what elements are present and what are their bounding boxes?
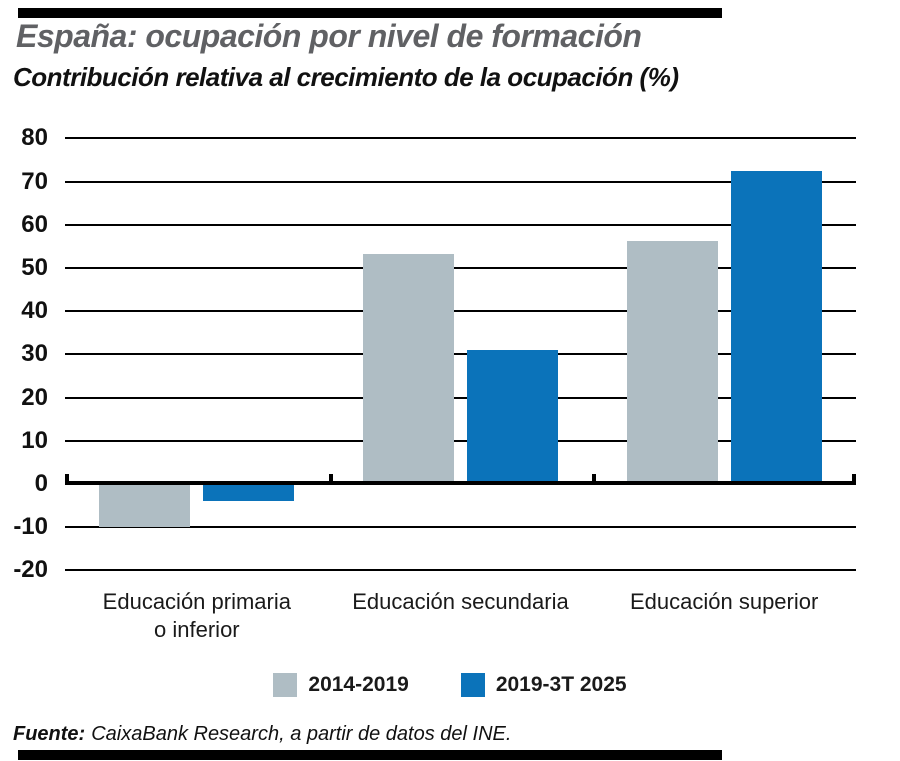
bar [203,484,295,501]
y-tick-label: 10 [21,426,48,454]
legend-label: 2019-3T 2025 [495,673,627,696]
gridline [65,353,856,356]
y-tick-label: 0 [34,470,48,497]
gridline [65,569,856,572]
chart-title: España: ocupación por nivel de formación [16,18,642,54]
y-tick-label: -20 [13,556,48,584]
y-tick-label: 70 [21,167,48,195]
source-label: Fuente: [13,723,86,745]
legend-item: 2019-3T 2025 [460,673,627,697]
category-label: Educación primaria o inferior [52,588,342,644]
category-label-line: o inferior [154,617,240,643]
legend-label: 2014-2019 [308,673,409,696]
zero-axis-line [65,481,856,485]
axis-tick [852,474,856,485]
bar [467,350,558,484]
gridline [65,396,856,399]
axis-tick [65,474,69,485]
bar [99,484,191,527]
bottom-rule [18,750,722,760]
gridline [65,526,856,529]
y-tick-label: 20 [21,383,48,411]
legend-swatch [460,673,485,697]
gridline [65,180,856,183]
category-label: Educación superior [579,588,869,616]
y-tick-label: -10 [13,513,48,541]
gridline [65,267,856,269]
gridline [65,310,856,313]
category-label: Educación secundaria [316,588,606,616]
y-tick-label: 80 [21,124,48,152]
category-label-line: Educación superior [629,589,819,614]
gridline [65,223,856,226]
top-rule [18,8,722,18]
y-tick-label: 40 [21,297,48,325]
y-tick-label: 60 [21,210,48,238]
gridline [65,439,856,442]
chart-subtitle: Contribución relativa al crecimiento de … [13,62,679,92]
bar [363,254,454,484]
axis-tick [328,474,333,485]
legend-swatch [273,673,298,697]
legend: 2014-2019 2019-3T 2025 [0,673,900,697]
legend-item: 2014-2019 [273,673,409,697]
gridline [65,137,856,140]
y-tick-label: 50 [21,254,48,281]
bar [626,240,718,484]
category-label-line: Educación primaria [102,589,291,614]
category-label-line: Educación secundaria [352,589,569,614]
bar [730,171,822,484]
y-tick-label: 30 [21,340,48,368]
source-text: CaixaBank Research, a partir de datos de… [91,723,512,745]
source-note: Fuente: CaixaBank Research, a partir de d… [13,723,511,746]
axis-tick [592,474,597,485]
